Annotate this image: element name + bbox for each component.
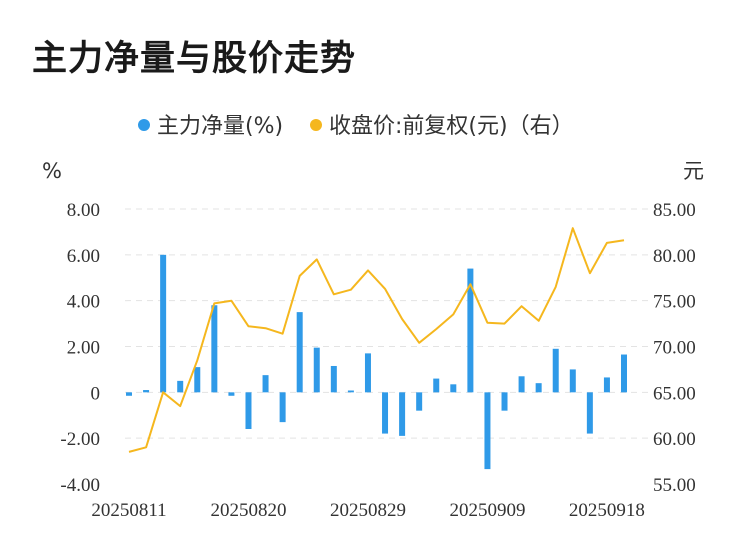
bar xyxy=(330,365,337,393)
left-tick-label: 4.00 xyxy=(67,292,100,313)
right-tick-label: 70.00 xyxy=(653,338,696,359)
price-line xyxy=(128,227,625,453)
bar xyxy=(569,369,576,393)
legend-bar-swatch xyxy=(138,119,150,131)
bar xyxy=(364,353,371,393)
bar xyxy=(382,392,389,434)
right-tick-label: 75.00 xyxy=(653,292,696,313)
left-axis-unit: % xyxy=(42,159,62,183)
bar xyxy=(347,390,354,393)
bar xyxy=(211,305,218,393)
bar xyxy=(126,392,132,396)
left-tick-label: 2.00 xyxy=(67,338,100,359)
left-tick-label: 6.00 xyxy=(67,246,100,267)
bar-series xyxy=(126,254,627,470)
x-tick-label: 20250811 xyxy=(91,500,166,521)
bar xyxy=(313,347,320,393)
bar xyxy=(228,392,235,396)
bar xyxy=(143,390,150,393)
bar xyxy=(279,392,286,423)
line-series xyxy=(128,227,625,453)
left-tick-label: -4.00 xyxy=(60,475,100,496)
x-axis-ticks: 20250811 20250820 20250829 20250909 20250918 xyxy=(91,500,645,521)
bar xyxy=(296,312,303,393)
legend-bar-label: 主力净量(%) xyxy=(157,114,283,139)
legend-line-swatch xyxy=(310,119,322,131)
bar xyxy=(399,392,406,436)
bar xyxy=(433,378,440,393)
bar xyxy=(467,268,474,393)
bar xyxy=(484,392,491,470)
right-tick-label: 80.00 xyxy=(653,246,696,267)
x-tick-label: 20250829 xyxy=(330,500,406,521)
bar xyxy=(245,392,252,429)
bar xyxy=(501,392,508,411)
bar xyxy=(552,348,559,393)
right-tick-label: 85.00 xyxy=(653,200,696,221)
bar xyxy=(518,376,525,393)
legend-line-label: 收盘价:前复权(元)（右） xyxy=(329,114,574,139)
bar xyxy=(621,354,627,393)
left-tick-label: 0 xyxy=(91,383,101,404)
bar xyxy=(450,384,457,393)
right-tick-label: 55.00 xyxy=(653,475,696,496)
bar xyxy=(177,380,184,393)
left-tick-label: 8.00 xyxy=(67,200,100,221)
chart-title: 主力净量与股价走势 xyxy=(32,39,357,79)
left-tick-label: -2.00 xyxy=(60,429,100,450)
x-tick-label: 20250918 xyxy=(569,500,645,521)
bar xyxy=(160,254,167,393)
bar xyxy=(416,392,423,411)
bar xyxy=(262,375,269,393)
bar xyxy=(586,392,593,434)
right-axis-ticks: 55.00 60.00 65.00 70.00 75.00 80.00 85.00 xyxy=(653,200,696,496)
bar xyxy=(535,383,542,393)
bar xyxy=(603,377,610,393)
left-axis-ticks: -4.00 -2.00 0 2.00 4.00 6.00 8.00 xyxy=(60,200,100,496)
x-tick-label: 20250820 xyxy=(210,500,286,521)
right-tick-label: 60.00 xyxy=(653,429,696,450)
right-axis-unit: 元 xyxy=(683,159,704,183)
legend: 主力净量(%) 收盘价:前复权(元)（右） xyxy=(138,114,574,139)
right-tick-label: 65.00 xyxy=(653,383,696,404)
bar xyxy=(194,367,201,393)
x-tick-label: 20250909 xyxy=(449,500,525,521)
